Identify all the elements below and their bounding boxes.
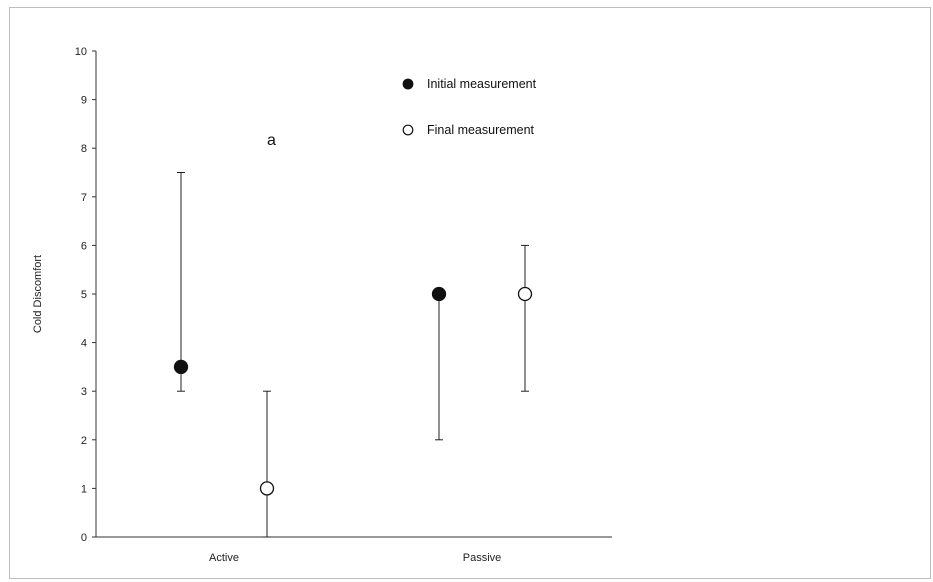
y-axis-title: Cold Discomfort (32, 255, 44, 333)
x-tick-label: Passive (463, 552, 502, 564)
y-tick-label: 1 (81, 483, 87, 495)
legend-marker-initial (402, 78, 414, 90)
initial-measurement-point (173, 359, 189, 375)
data-points (173, 286, 533, 496)
y-tick-label: 10 (75, 46, 87, 58)
final-measurement-point (259, 481, 275, 496)
y-tick-label: 9 (81, 95, 87, 107)
panel-label: a (267, 132, 276, 149)
y-tick-label: 4 (81, 338, 87, 350)
y-ticks: 0 1 2 3 4 5 6 7 8 9 10 (75, 46, 96, 544)
initial-measurement-point (431, 286, 447, 302)
y-tick-label: 3 (81, 386, 87, 398)
error-bars (177, 172, 529, 538)
x-tick-label: Active (209, 552, 239, 564)
legend: Initial measurement Final measurement (402, 77, 537, 137)
legend-marker-final (402, 124, 414, 136)
legend-label: Initial measurement (427, 77, 537, 91)
y-tick-label: 0 (81, 532, 87, 544)
y-tick-label: 5 (81, 289, 87, 301)
y-tick-label: 8 (81, 143, 87, 155)
y-tick-label: 2 (81, 435, 87, 447)
x-tick-labels: Active Passive (209, 552, 501, 564)
y-tick-label: 6 (81, 240, 87, 252)
final-measurement-point (517, 286, 533, 302)
axes (95, 51, 612, 538)
chart-frame (9, 7, 931, 579)
y-tick-label: 7 (81, 192, 87, 204)
legend-label: Final measurement (427, 123, 535, 137)
